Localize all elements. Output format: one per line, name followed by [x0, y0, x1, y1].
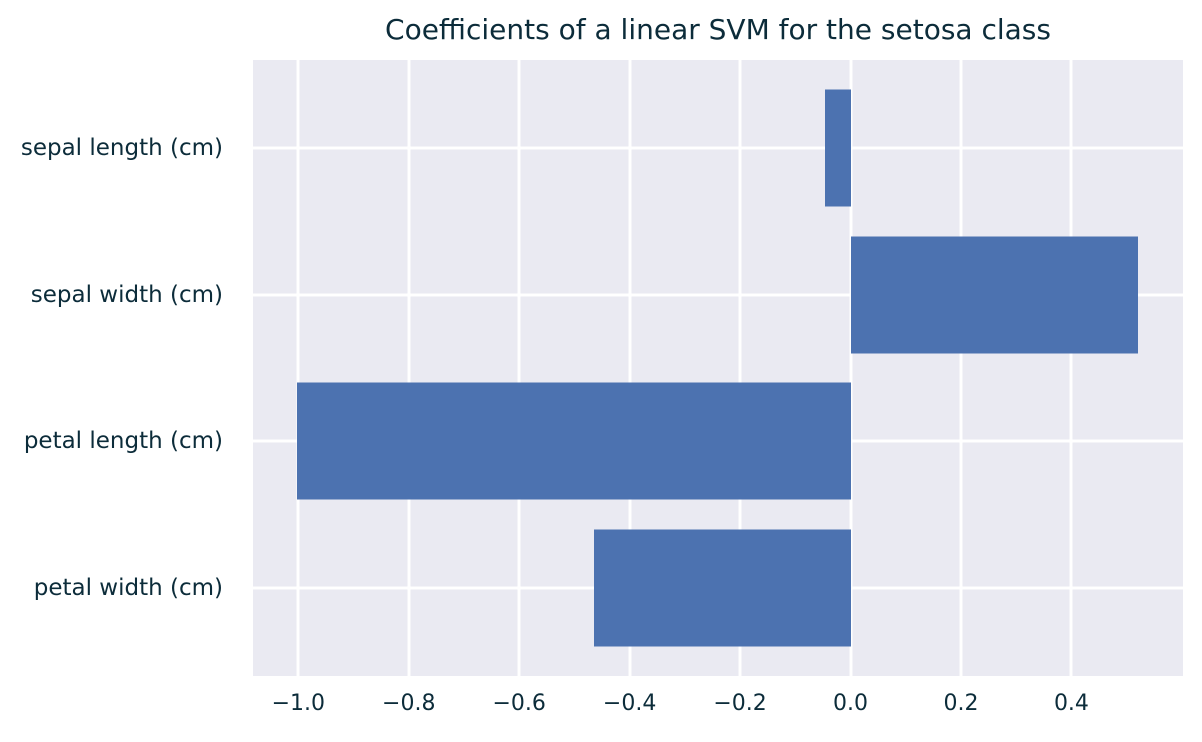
gridline-vertical — [517, 60, 521, 676]
y-tick-label: petal width (cm) — [33, 575, 223, 602]
x-tick-label: 0.2 — [943, 691, 979, 716]
gridline-horizontal — [253, 146, 1183, 150]
y-tick-label: sepal width (cm) — [30, 281, 223, 308]
y-tick-label: petal length (cm) — [23, 428, 223, 455]
bar-petal-width-cm — [594, 529, 851, 647]
plot-area — [253, 60, 1183, 676]
x-axis-ticks: −1.0 −0.8 −0.6 −0.4 −0.2 0.0 0.2 0.4 — [253, 691, 1183, 727]
gridline-vertical — [1069, 60, 1073, 676]
x-tick-label: −0.6 — [492, 691, 546, 716]
gridline-vertical — [738, 60, 742, 676]
gridline-vertical — [849, 60, 853, 676]
x-tick-label: −0.4 — [602, 691, 657, 716]
x-tick-label: 0.4 — [1053, 691, 1089, 716]
bar-sepal-width-cm — [850, 236, 1139, 353]
x-tick-label: −0.2 — [713, 691, 767, 716]
bar-sepal-length-cm — [825, 89, 851, 207]
bar-petal-length-cm — [296, 382, 851, 500]
gridline-vertical — [628, 60, 632, 676]
x-tick-label: 0.0 — [833, 691, 869, 716]
x-tick-label: −1.0 — [271, 691, 325, 716]
y-tick-label: sepal length (cm) — [20, 134, 223, 161]
gridline-horizontal — [253, 293, 1183, 296]
y-axis-labels: sepal length (cm) sepal width (cm) petal l… — [0, 60, 238, 676]
x-tick-label: −0.8 — [382, 691, 436, 716]
chart-title: Coefficients of a linear SVM for the set… — [385, 13, 1051, 46]
gridline-vertical — [296, 60, 300, 676]
gridline-vertical — [959, 60, 963, 676]
gridline-vertical — [407, 60, 411, 676]
